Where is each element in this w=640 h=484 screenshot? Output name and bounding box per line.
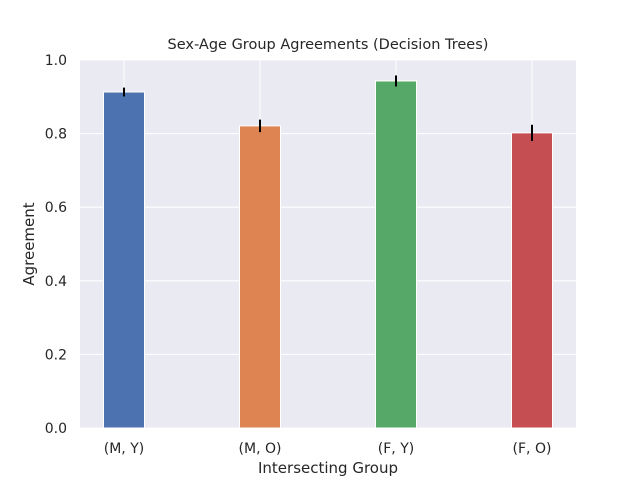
y-tick-labels: 0.0 0.2 0.4 0.6 0.8 1.0 xyxy=(45,53,67,437)
x-axis-label: Intersecting Group xyxy=(258,459,398,477)
x-tick-label: (F, Y) xyxy=(378,441,414,457)
y-tick-label: 0.8 xyxy=(45,127,67,143)
bar xyxy=(511,132,553,429)
bars-group xyxy=(103,80,553,429)
bar xyxy=(103,91,145,429)
x-tick-label: (M, Y) xyxy=(104,441,144,457)
y-tick-label: 0.2 xyxy=(45,347,67,363)
y-tick-label: 1.0 xyxy=(45,53,67,69)
y-axis-label: Agreement xyxy=(20,202,38,285)
chart-title: Sex-Age Group Agreements (Decision Trees… xyxy=(168,37,489,53)
x-tick-labels: (M, Y) (M, O) (F, Y) (F, O) xyxy=(104,441,552,457)
bar xyxy=(375,80,417,429)
y-tick-label: 0.0 xyxy=(45,421,67,437)
x-tick-label: (M, O) xyxy=(239,441,282,457)
error-bars-group xyxy=(123,75,533,141)
x-tick-label: (F, O) xyxy=(513,441,552,457)
y-tick-label: 0.4 xyxy=(45,274,67,290)
y-tick-label: 0.6 xyxy=(45,200,67,216)
plot-area xyxy=(80,60,576,428)
bar xyxy=(239,125,281,429)
